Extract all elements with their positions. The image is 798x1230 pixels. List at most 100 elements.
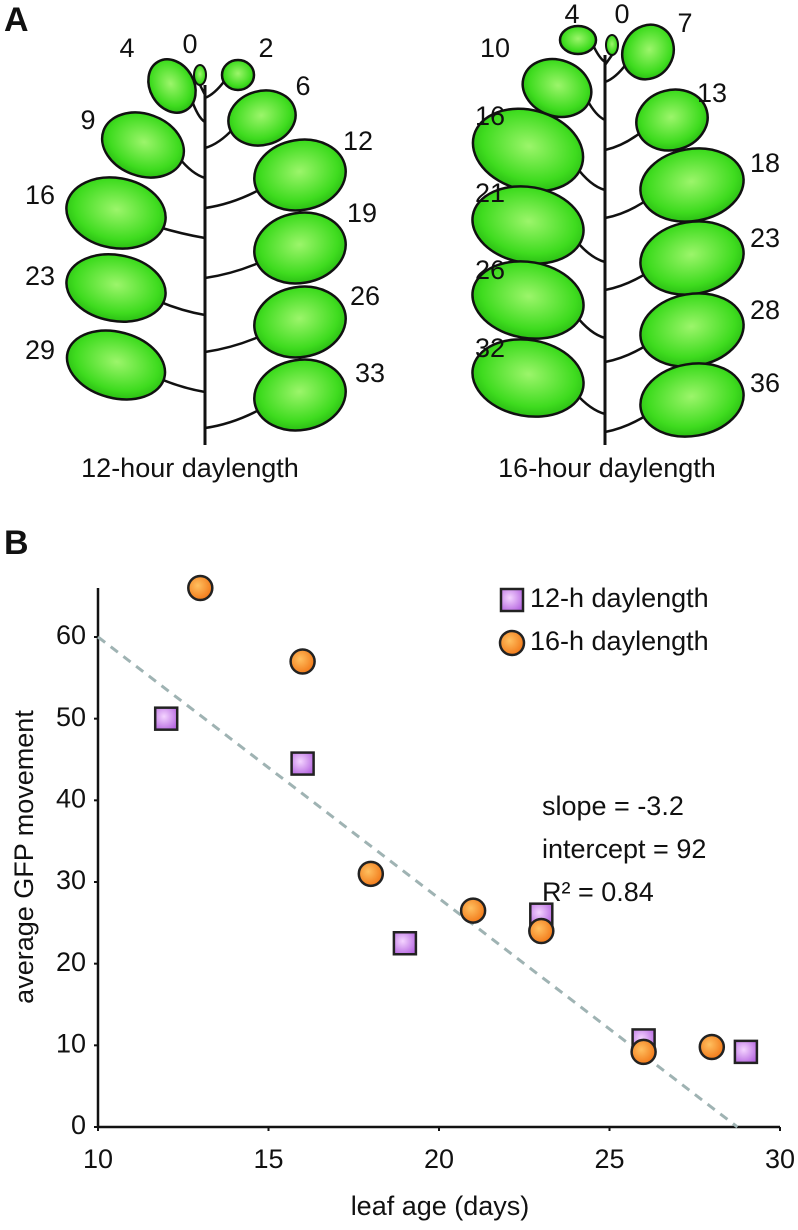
leaf	[605, 34, 619, 56]
leaf	[620, 23, 676, 81]
legend-marker	[498, 629, 526, 657]
leaf	[253, 211, 347, 285]
plant-caption: 12-hour daylength	[81, 453, 299, 483]
petiole	[204, 260, 262, 280]
leaf-age-label: 32	[475, 333, 505, 363]
leaf	[193, 64, 207, 86]
leaf-age-label: 13	[697, 78, 727, 108]
annotation: intercept = 92	[542, 834, 706, 864]
leaf-age-label: 16	[25, 180, 55, 210]
leaf	[639, 362, 745, 438]
leaf	[558, 24, 598, 56]
annotation: R² = 0.84	[542, 877, 654, 907]
leaf	[639, 292, 745, 368]
leaf-age-label: 23	[750, 223, 780, 253]
leaf-age-label: 21	[475, 178, 505, 208]
leaf-age-label: 23	[25, 261, 55, 291]
leaf-age-label: 16	[475, 101, 505, 131]
y-tick-label: 0	[71, 1110, 86, 1140]
trend-line	[97, 635, 739, 1129]
petiole	[604, 131, 643, 152]
data-point	[187, 574, 214, 602]
petiole	[204, 127, 235, 150]
leaf-age-label: 28	[750, 295, 780, 325]
leaf-age-label: 33	[355, 358, 385, 388]
leaf	[227, 89, 297, 147]
leaf	[220, 58, 256, 92]
leaf	[147, 58, 197, 114]
x-tick-label: 10	[83, 1144, 113, 1174]
petiole	[204, 407, 262, 430]
leaf-age-label: 18	[750, 148, 780, 178]
leaf	[635, 88, 709, 152]
leaf-age-label: 19	[347, 198, 377, 228]
leaf-age-label: 10	[480, 33, 510, 63]
leaf-age-label: 4	[119, 33, 134, 63]
leaf	[639, 147, 745, 223]
petiole	[158, 377, 206, 394]
y-axis-label: average GFP movement	[9, 710, 39, 1004]
legend-label: 16-h daylength	[530, 626, 709, 656]
data-point	[153, 706, 179, 731]
annotation: slope = -3.2	[542, 791, 684, 821]
x-tick-label: 25	[594, 1144, 624, 1174]
leaf-age-label: 26	[475, 255, 505, 285]
leaf-age-label: 12	[343, 126, 373, 156]
leaf-age-label: 29	[25, 335, 55, 365]
y-tick-label: 50	[56, 702, 86, 732]
petiole	[198, 84, 207, 96]
data-point	[528, 917, 555, 945]
legend-label: 12-h daylength	[530, 583, 709, 613]
leaf-age-label: 9	[80, 105, 95, 135]
petiole	[604, 343, 649, 364]
leaf-age-label: 0	[182, 29, 197, 59]
leaf-age-label: 36	[750, 368, 780, 398]
petiole	[604, 413, 649, 434]
leaf	[253, 138, 347, 212]
panel-label: B	[4, 524, 29, 562]
y-tick-label: 20	[56, 947, 86, 977]
leaf	[100, 111, 186, 179]
y-tick-label: 60	[56, 620, 86, 650]
x-tick-label: 20	[424, 1144, 454, 1174]
data-point	[290, 751, 315, 776]
x-tick-label: 15	[253, 1144, 283, 1174]
leaf	[65, 329, 167, 401]
leaf	[253, 358, 347, 432]
legend-marker	[499, 587, 525, 613]
data-point	[357, 860, 385, 888]
leaf-age-label: 26	[350, 281, 380, 311]
petiole	[592, 45, 606, 64]
petiole	[158, 300, 206, 317]
data-point	[392, 931, 418, 956]
y-tick-label: 40	[56, 783, 86, 813]
data-point	[459, 897, 487, 924]
x-axis-label: leaf age (days)	[351, 1191, 530, 1221]
leaf	[471, 338, 585, 418]
petiole	[158, 225, 206, 240]
x-tick-label: 30	[765, 1144, 795, 1174]
data-point	[630, 1038, 657, 1066]
petiole	[204, 334, 262, 354]
petiole	[604, 198, 649, 220]
y-tick-label: 30	[56, 865, 86, 895]
leaf	[471, 260, 585, 340]
leaf	[65, 253, 167, 323]
petiole	[604, 271, 649, 292]
leaf-age-label: 6	[295, 71, 310, 101]
petiole	[603, 54, 614, 66]
leaf-age-label: 2	[258, 33, 273, 63]
plant-caption: 16-hour daylength	[498, 453, 716, 483]
leaf-age-label: 0	[614, 0, 629, 29]
leaf-age-label: 4	[564, 0, 579, 29]
leaf	[639, 220, 745, 296]
data-point	[698, 1033, 726, 1061]
data-point	[289, 648, 316, 675]
leaf-age-label: 7	[677, 8, 692, 38]
petiole	[204, 187, 262, 210]
y-tick-label: 10	[56, 1028, 86, 1058]
leaf	[65, 176, 167, 250]
data-point	[733, 1039, 759, 1065]
panel-label: A	[4, 1, 29, 39]
